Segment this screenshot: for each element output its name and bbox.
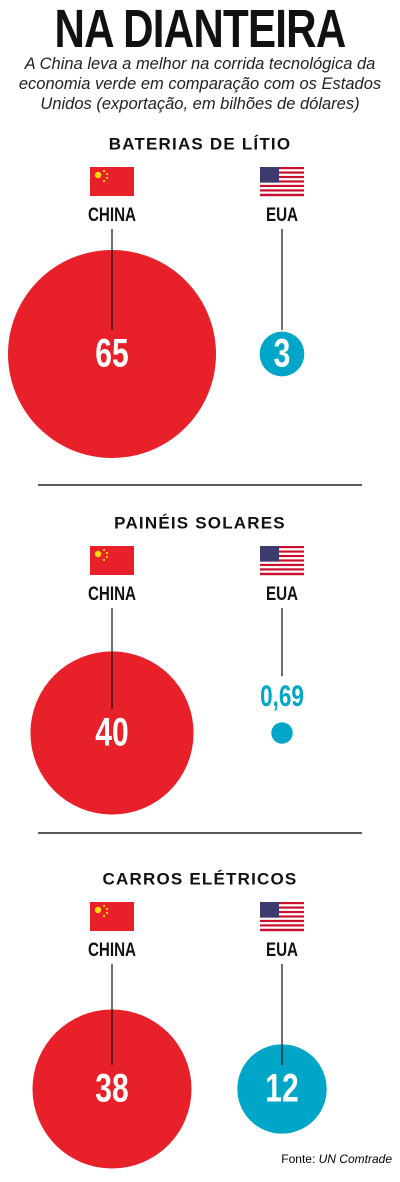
flag-stripe (260, 917, 304, 921)
flag-star (94, 171, 102, 179)
flag-star (102, 179, 106, 183)
flag-stripe (260, 924, 304, 927)
flag (90, 167, 134, 196)
flag-canton (260, 546, 279, 562)
flag-stripe (260, 175, 304, 179)
bubble (7, 249, 217, 459)
category-label: EUA (266, 938, 298, 960)
page-subtitle: A China leva a melhor na corrida tecnoló… (18, 55, 382, 113)
source: Fonte: UN Comtrade (281, 1152, 392, 1166)
flag-star (105, 907, 109, 911)
flag (260, 546, 304, 576)
flag-stripe (260, 187, 304, 190)
page-title: NA DIANTEIRA (54, 0, 347, 59)
flag-stripe (260, 546, 304, 549)
flag-star (94, 906, 102, 914)
flag-star (102, 548, 106, 552)
flag-stripe (260, 566, 304, 569)
flag-stripe (260, 182, 304, 186)
flag-stripe (260, 919, 304, 923)
flag-stripe (260, 548, 304, 551)
flag (260, 167, 304, 197)
flag-canton (260, 902, 279, 918)
flag-stripe (260, 926, 304, 929)
section-title: BATERIAS DE LÍTIO (109, 134, 292, 153)
flag-stripe (260, 559, 304, 562)
flag-stripe (260, 572, 304, 576)
flag-star (105, 551, 109, 555)
value-label: 3 (274, 331, 291, 375)
flag-stripe (260, 550, 304, 553)
flag-stripe (260, 178, 304, 181)
flag-stripe (260, 557, 304, 560)
source-label: Fonte: (281, 1152, 315, 1166)
value-label: 0,69 (260, 679, 304, 713)
flag-stripe (260, 910, 304, 914)
flag-stripe (260, 908, 304, 912)
flag-stripe (260, 561, 304, 565)
flag-star (102, 904, 106, 908)
flag-stripe (260, 184, 304, 188)
bubble (259, 331, 305, 377)
flag-star (102, 914, 106, 918)
value-label: 38 (95, 1066, 128, 1110)
flag (90, 546, 134, 575)
value-label: 12 (265, 1066, 298, 1110)
flag-stripe (260, 922, 304, 925)
flag-stripe (260, 173, 304, 177)
category-label: EUA (266, 582, 298, 604)
bubble (237, 1044, 327, 1134)
flag-star (105, 176, 109, 180)
flag-stripe (260, 189, 304, 192)
bubble (32, 1009, 192, 1169)
flag-stripe (260, 570, 304, 573)
flag-stripe (260, 552, 304, 556)
flag-stripe (260, 180, 304, 183)
flag-stripe (260, 902, 304, 905)
flag-stripe (260, 568, 304, 571)
section-title: PAINÉIS SOLARES (114, 513, 286, 532)
flag-field (90, 546, 134, 575)
flag-star (94, 550, 102, 558)
flag-stripe (260, 193, 304, 197)
category-label: CHINA (88, 938, 136, 960)
flag-field (90, 167, 134, 196)
bubble (271, 722, 293, 744)
flag-stripe (260, 169, 304, 172)
flag-stripe (260, 928, 304, 932)
flag-star (105, 911, 109, 915)
flag-stripe (260, 171, 304, 174)
flag-stripe (260, 191, 304, 194)
flag-star (105, 172, 109, 176)
category-label: CHINA (88, 203, 136, 225)
flag (260, 902, 304, 932)
flag-stripe (260, 554, 304, 558)
flag-stripe (260, 563, 304, 567)
flag (90, 902, 134, 931)
value-label: 40 (95, 710, 128, 754)
flag-stripe (260, 915, 304, 918)
flag-star (105, 555, 109, 559)
flag-star (102, 558, 106, 562)
flag-stripe (260, 167, 304, 170)
category-label: CHINA (88, 582, 136, 604)
source-name: UN Comtrade (319, 1152, 393, 1166)
bubble (30, 651, 194, 815)
flag-canton (260, 167, 279, 183)
flag-star (102, 169, 106, 173)
value-label: 65 (95, 331, 128, 375)
flag-stripe (260, 913, 304, 916)
flag-field (90, 902, 134, 931)
section-title: CARROS ELÉTRICOS (103, 869, 298, 888)
flag-stripe (260, 904, 304, 907)
category-label: EUA (266, 203, 298, 225)
flag-stripe (260, 906, 304, 909)
